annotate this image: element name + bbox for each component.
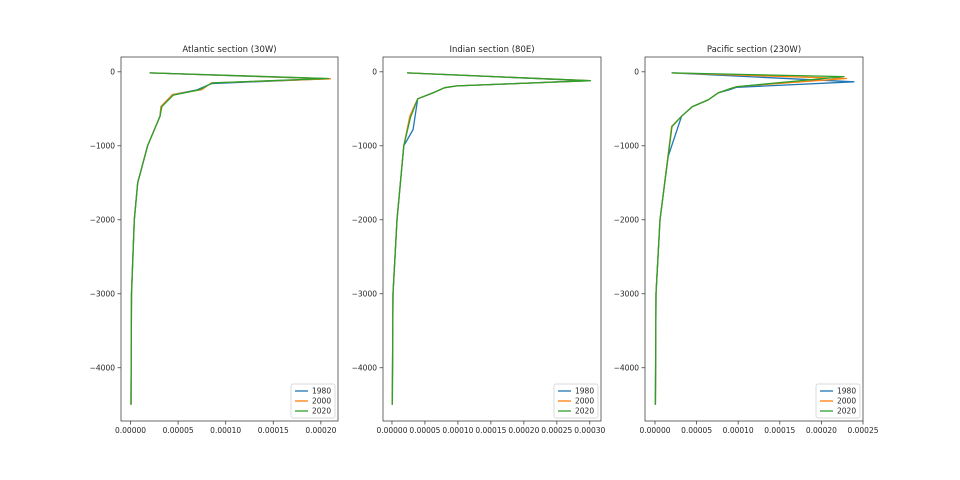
legend-box: [553, 383, 599, 419]
y-tick-label: 0: [372, 67, 377, 76]
x-tick-label: 0.00020: [806, 426, 837, 435]
x-tick-label: 0.00005: [409, 426, 440, 435]
series-line-1980: [654, 72, 855, 405]
series-line-2000: [130, 72, 332, 405]
y-tick-label: −4000: [352, 363, 378, 372]
legend-box: [290, 383, 336, 419]
y-tick-label: −1000: [614, 141, 640, 150]
x-tick-label: 0.00005: [681, 426, 712, 435]
legend-label: 2000: [312, 397, 331, 406]
x-tick-label: 0.00000: [115, 426, 146, 435]
legend-label: 2020: [575, 407, 594, 416]
subplot-2: Pacific section (230W) 0.00000 0.00005 0.00…: [614, 45, 879, 435]
legend-label: 2020: [312, 407, 331, 416]
chart-title: Pacific section (230W): [707, 45, 801, 55]
x-tick-label: 0.00030: [574, 426, 605, 435]
y-tick-label: −3000: [614, 289, 640, 298]
x-tick-label: 0.00020: [508, 426, 539, 435]
legend-label: 1980: [575, 387, 594, 396]
legend-label: 2020: [837, 407, 856, 416]
series-line-2020: [130, 72, 330, 405]
legend-label: 1980: [312, 387, 331, 396]
subplot-0: Atlantic section (30W) 0.00000 0.00005 0.00…: [90, 45, 339, 435]
y-tick-label: −2000: [90, 215, 116, 224]
x-tick-label: 0.00015: [475, 426, 506, 435]
x-tick-label: 0.00020: [305, 426, 336, 435]
series-line-1980: [130, 72, 327, 405]
y-tick-label: −4000: [90, 363, 116, 372]
x-tick-label: 0.00025: [541, 426, 572, 435]
series-line-2000: [654, 72, 848, 405]
y-tick-label: −2000: [352, 215, 378, 224]
x-tick-label: 0.00015: [764, 426, 795, 435]
x-tick-label: 0.00015: [258, 426, 289, 435]
series-line-2020: [654, 72, 845, 405]
y-tick-label: −1000: [352, 141, 378, 150]
y-tick-label: 0: [110, 67, 115, 76]
chart-title: Indian section (80E): [449, 45, 534, 55]
y-tick-label: −1000: [90, 141, 116, 150]
legend-label: 2000: [575, 397, 594, 406]
legend-label: 2000: [837, 397, 856, 406]
chart-title: Atlantic section (30W): [182, 45, 276, 55]
y-tick-label: −3000: [352, 289, 378, 298]
axes-frame: [382, 56, 602, 422]
x-tick-label: 0.00010: [210, 426, 241, 435]
axes-frame: [120, 56, 339, 422]
legend-label: 1980: [837, 387, 856, 396]
x-tick-label: 0.00000: [376, 426, 407, 435]
y-tick-label: 0: [634, 67, 639, 76]
x-tick-label: 0.00010: [442, 426, 473, 435]
x-tick-label: 0.00025: [847, 426, 878, 435]
x-tick-label: 0.00010: [723, 426, 754, 435]
axes-frame: [644, 56, 864, 422]
legend-box: [815, 383, 861, 419]
x-tick-label: 0.00000: [639, 426, 670, 435]
x-tick-label: 0.00005: [163, 426, 194, 435]
series-line-2000: [391, 72, 591, 405]
y-tick-label: −3000: [90, 289, 116, 298]
y-tick-label: −4000: [614, 363, 640, 372]
y-tick-label: −2000: [614, 215, 640, 224]
subplot-1: Indian section (80E)0.00000 0.00005 0.0001…: [352, 45, 606, 435]
series-line-1980: [391, 72, 588, 405]
series-line-2020: [391, 72, 592, 405]
